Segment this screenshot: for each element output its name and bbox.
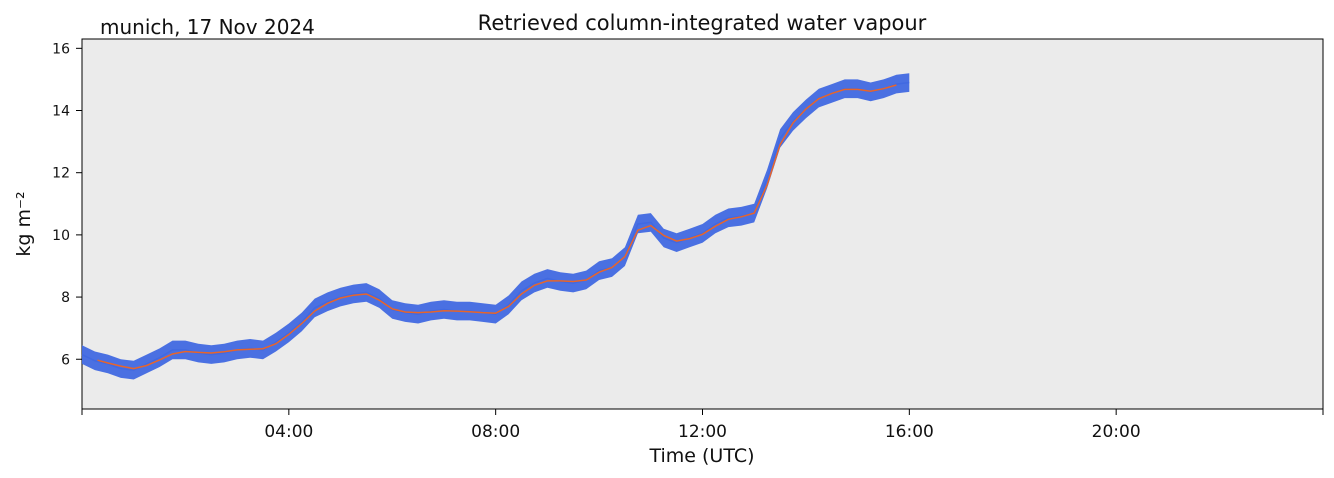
y-axis: 6 8 10 12 14 16 bbox=[52, 41, 82, 368]
x-axis-label: Time (UTC) bbox=[648, 445, 754, 467]
chart-title: Retrieved column-integrated water vapour bbox=[478, 11, 927, 35]
y-tick-label: 16 bbox=[52, 41, 70, 57]
x-tick-label: 08:00 bbox=[471, 422, 520, 442]
x-tick-label: 04:00 bbox=[264, 422, 313, 442]
x-tick-label: 16:00 bbox=[885, 422, 934, 442]
raw-series-line bbox=[81, 81, 910, 371]
y-tick-label: 10 bbox=[52, 228, 70, 244]
y-tick-label: 12 bbox=[52, 166, 70, 182]
y-tick-label: 8 bbox=[61, 290, 70, 306]
raw-series-band bbox=[82, 73, 910, 380]
x-axis: 04:00 08:00 12:00 16:00 20:00 bbox=[81, 409, 1324, 442]
y-axis-label: kg m⁻² bbox=[13, 191, 35, 256]
location-date-label: munich, 17 Nov 2024 bbox=[100, 15, 315, 39]
x-tick-label: 20:00 bbox=[1092, 422, 1141, 442]
y-tick-label: 14 bbox=[52, 104, 70, 120]
raw-series-band-area bbox=[82, 73, 910, 380]
y-tick-label: 6 bbox=[61, 352, 70, 368]
x-tick-label: 12:00 bbox=[678, 422, 727, 442]
smoothed-series-line bbox=[97, 84, 897, 370]
